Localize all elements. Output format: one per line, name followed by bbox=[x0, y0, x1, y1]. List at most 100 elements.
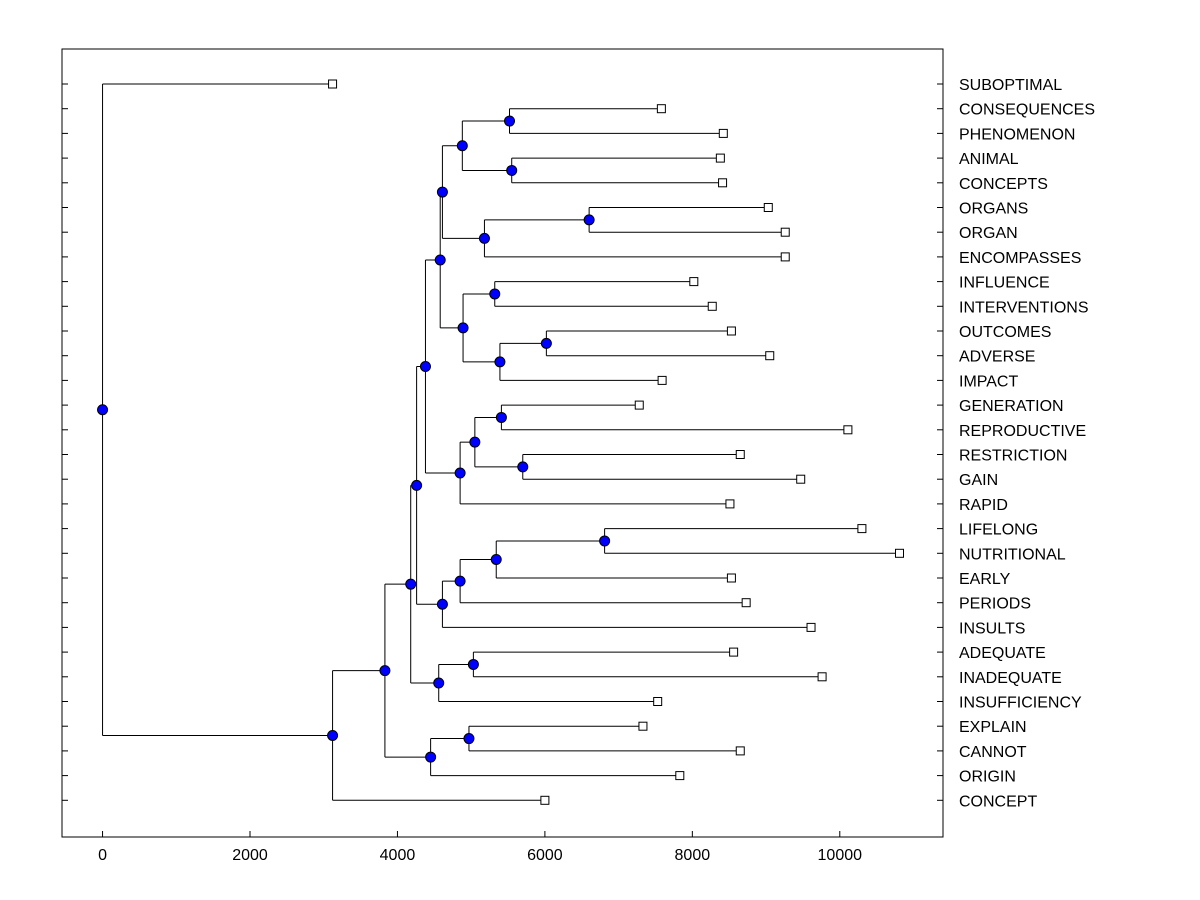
merge-node bbox=[494, 356, 506, 368]
merge-node bbox=[456, 140, 468, 152]
leaf-marker bbox=[780, 227, 790, 237]
merge-node bbox=[454, 467, 466, 479]
leaf-marker bbox=[725, 499, 735, 509]
x-tick-label: 2000 bbox=[232, 847, 268, 864]
leaf-label: PHENOMENON bbox=[959, 126, 1075, 143]
leaf-marker bbox=[726, 326, 736, 336]
leaf-label: CONCEPTS bbox=[959, 176, 1048, 193]
merge-node bbox=[327, 729, 339, 741]
merge-node bbox=[467, 658, 479, 670]
y-tick-marks bbox=[62, 83, 943, 801]
leaf-label: INFLUENCE bbox=[959, 275, 1050, 292]
merge-node bbox=[425, 751, 437, 763]
leaf-markers bbox=[328, 79, 905, 805]
leaf-marker bbox=[817, 672, 827, 682]
leaf-label: RESTRICTION bbox=[959, 448, 1067, 465]
leaf-label: INTERVENTIONS bbox=[959, 299, 1089, 316]
leaf-marker bbox=[718, 178, 728, 188]
leaf-marker bbox=[735, 746, 745, 756]
merge-node bbox=[97, 404, 109, 416]
merge-node bbox=[504, 115, 516, 127]
leaf-label: ORGANS bbox=[959, 201, 1028, 218]
merge-node bbox=[506, 164, 518, 176]
merge-node bbox=[457, 322, 469, 334]
merge-node bbox=[517, 461, 529, 473]
merge-node bbox=[478, 232, 490, 244]
merge-node bbox=[434, 254, 446, 266]
leaf-label: REPRODUCTIVE bbox=[959, 423, 1086, 440]
leaf-marker bbox=[715, 153, 725, 163]
leaf-marker bbox=[843, 425, 853, 435]
merge-node bbox=[489, 288, 501, 300]
leaf-marker bbox=[796, 474, 806, 484]
leaf-labels: SUBOPTIMAL CONSEQUENCES PHENOMENON ANIMAL CO… bbox=[959, 77, 1095, 810]
merge-node bbox=[419, 361, 431, 373]
dendrogram-links bbox=[102, 83, 900, 801]
leaf-label: PERIODS bbox=[959, 596, 1031, 613]
leaf-marker bbox=[540, 795, 550, 805]
leaf-marker bbox=[806, 622, 816, 632]
leaf-marker bbox=[729, 647, 739, 657]
x-axis: 0 2000 4000 6000 8000 10000 bbox=[98, 831, 862, 864]
x-tick-label: 4000 bbox=[380, 847, 416, 864]
leaf-label: ORGAN bbox=[959, 225, 1018, 242]
leaf-marker bbox=[895, 548, 905, 558]
leaf-label: ENCOMPASSES bbox=[959, 250, 1081, 267]
leaf-marker bbox=[726, 573, 736, 583]
leaf-label: ADEQUATE bbox=[959, 645, 1046, 662]
leaf-marker bbox=[656, 104, 666, 114]
leaf-marker bbox=[707, 301, 717, 311]
leaf-marker bbox=[718, 128, 728, 138]
merge-node bbox=[379, 665, 391, 677]
merge-node bbox=[469, 436, 481, 448]
leaf-label: INSULTS bbox=[959, 620, 1025, 637]
merge-node bbox=[463, 733, 475, 745]
leaf-marker bbox=[780, 252, 790, 262]
leaf-marker bbox=[657, 375, 667, 385]
leaf-label: ORIGIN bbox=[959, 769, 1016, 786]
leaf-marker bbox=[857, 524, 867, 534]
merge-node bbox=[433, 677, 445, 689]
merge-nodes bbox=[97, 115, 611, 763]
x-tick-label: 8000 bbox=[675, 847, 711, 864]
leaf-marker bbox=[638, 721, 648, 731]
leaf-label: INADEQUATE bbox=[959, 670, 1062, 687]
leaf-marker bbox=[741, 598, 751, 608]
leaf-label: IMPACT bbox=[959, 373, 1018, 390]
leaf-label: GAIN bbox=[959, 472, 998, 489]
leaf-label: CANNOT bbox=[959, 744, 1027, 761]
leaf-marker bbox=[634, 400, 644, 410]
merge-node bbox=[436, 598, 448, 610]
merge-node bbox=[436, 186, 448, 198]
leaf-label: CONSEQUENCES bbox=[959, 102, 1095, 119]
leaf-label: SUBOPTIMAL bbox=[959, 77, 1062, 94]
leaf-label: EXPLAIN bbox=[959, 719, 1027, 736]
merge-node bbox=[411, 479, 423, 491]
leaf-marker bbox=[675, 771, 685, 781]
x-tick-label: 10000 bbox=[818, 847, 863, 864]
leaf-label: EARLY bbox=[959, 571, 1011, 588]
leaf-marker bbox=[765, 351, 775, 361]
leaf-marker bbox=[763, 203, 773, 212]
x-tick-label: 6000 bbox=[527, 847, 563, 864]
leaf-label: CONCEPT bbox=[959, 793, 1037, 810]
leaf-label: INSUFFICIENCY bbox=[959, 695, 1082, 712]
merge-node bbox=[599, 535, 611, 547]
leaf-label: GENERATION bbox=[959, 398, 1064, 415]
leaf-label: NUTRITIONAL bbox=[959, 546, 1066, 563]
merge-node bbox=[540, 337, 552, 349]
merge-node bbox=[495, 411, 507, 423]
leaf-label: RAPID bbox=[959, 497, 1008, 514]
merge-node bbox=[405, 578, 417, 590]
leaf-marker bbox=[653, 697, 663, 706]
leaf-marker bbox=[328, 79, 338, 89]
plot-frame bbox=[61, 48, 944, 838]
leaf-marker bbox=[689, 277, 699, 287]
merge-node bbox=[583, 214, 595, 226]
leaf-label: ADVERSE bbox=[959, 349, 1035, 366]
merge-node bbox=[490, 553, 502, 565]
leaf-label: OUTCOMES bbox=[959, 324, 1051, 341]
merge-node bbox=[454, 575, 466, 587]
leaf-marker bbox=[735, 450, 745, 459]
